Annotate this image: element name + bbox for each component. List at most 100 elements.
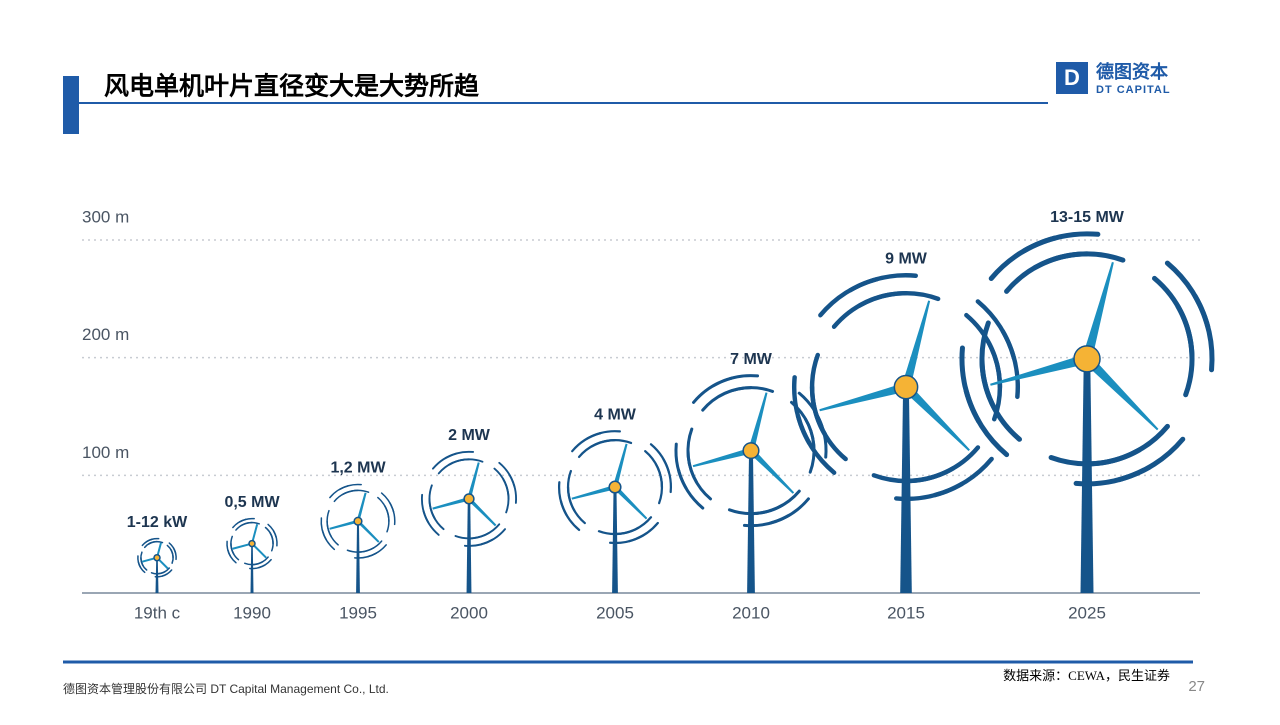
rotor-arc (979, 320, 999, 414)
rotor-arc (341, 489, 370, 496)
rotor-arc (818, 276, 880, 318)
power-label: 2 MW (448, 427, 491, 444)
rotor-arc (448, 458, 484, 466)
rotor-arc (338, 483, 362, 491)
rotor-arc (727, 503, 785, 516)
rotor-arc (932, 456, 994, 498)
rotor-arc (502, 478, 510, 514)
blade (748, 392, 768, 452)
rotor-arc (238, 517, 255, 523)
blade (251, 542, 267, 559)
rotor-arc (1000, 328, 1021, 400)
tower (155, 557, 159, 593)
blade (1083, 355, 1159, 431)
rotor-arc (1192, 293, 1215, 373)
rotor-arc (244, 561, 264, 566)
blade (901, 300, 931, 389)
tower (900, 387, 912, 593)
logo-letter: D (1064, 65, 1080, 90)
rotor-arc (1164, 260, 1211, 329)
rotor-arc (428, 484, 436, 520)
rotor-arc (1048, 447, 1143, 467)
rotor-arc (444, 450, 475, 460)
tower (747, 450, 755, 593)
rotor-arc (146, 537, 160, 542)
hub (463, 493, 475, 505)
rotor (320, 483, 396, 559)
rotor-arc (137, 555, 142, 569)
blade (467, 462, 480, 500)
rotor-arc (346, 547, 375, 553)
rotor-arc (674, 442, 688, 490)
logo-cn: 德图资本 (1096, 61, 1168, 82)
rotor-arc (791, 375, 812, 446)
rotor-arc (959, 345, 982, 424)
rotor-arc (717, 386, 775, 398)
blade (467, 497, 497, 527)
tower (1080, 358, 1094, 593)
logo-mark (1056, 62, 1088, 94)
rotor (557, 430, 673, 545)
hub (742, 442, 760, 460)
rotor-arc (609, 534, 645, 545)
rotor-arc (272, 530, 278, 547)
rotor-arc (988, 235, 1058, 281)
rotor-arc (170, 548, 174, 564)
rotor-arc (1116, 436, 1186, 483)
rotor (137, 537, 177, 578)
rotor-arc (597, 526, 640, 536)
hub (153, 553, 161, 562)
hub (248, 539, 256, 548)
x-tick-label: 2010 (732, 603, 770, 622)
rotor-arc (230, 535, 235, 555)
rotor-arc (856, 290, 941, 309)
hub (893, 374, 919, 400)
rotor-arc (454, 532, 490, 540)
rotor-arc (590, 439, 633, 448)
blade (329, 519, 359, 530)
rotor-arc (148, 540, 164, 545)
blade (432, 497, 470, 510)
power-label: 4 MW (594, 406, 637, 423)
rotor-arc (389, 502, 396, 526)
rotor-arc (1073, 464, 1153, 487)
rotor-arc (269, 532, 274, 552)
rotor-arc (662, 458, 673, 494)
tower (356, 521, 360, 593)
blade (1082, 261, 1114, 361)
rotor-arc (686, 427, 698, 484)
rotor-arc (508, 474, 518, 504)
rotor-arc (742, 514, 791, 528)
x-tick-label: 2000 (450, 603, 488, 622)
rotor-arc (804, 417, 816, 474)
rotor-arc (240, 521, 260, 527)
x-tick-label: 19th c (134, 603, 181, 622)
rotor-arc (463, 538, 494, 547)
power-label: 0,5 MW (224, 494, 280, 511)
x-tick-label: 2005 (596, 603, 634, 622)
power-label: 1,2 MW (330, 460, 386, 477)
rotor (226, 517, 278, 570)
rotor (420, 450, 518, 547)
x-tick-label: 1990 (233, 603, 271, 622)
blade (748, 448, 795, 494)
rotor-arc (320, 517, 327, 541)
rotor-arc (140, 551, 144, 567)
blade (692, 447, 752, 468)
y-tick-label: 200 m (82, 325, 129, 344)
rotor-arc (847, 273, 918, 293)
chart: 100 m 200 m 300 m 1-12 kW 19th c 0,5 MW 1990 1,… (82, 207, 1215, 622)
footer-company: 德图资本管理股份有限公司 DT Capital Management Co., … (63, 681, 389, 696)
hub (608, 480, 622, 494)
rotor-arc (383, 505, 390, 533)
x-tick-label: 1995 (339, 603, 377, 622)
blade (251, 523, 259, 544)
hub (1073, 345, 1101, 373)
rotor (959, 231, 1215, 487)
power-label: 1-12 kW (127, 514, 188, 531)
rotor-arc (585, 430, 621, 440)
rotor-arc (894, 481, 965, 502)
title-accent (63, 76, 79, 134)
logo-en: DT CAPITAL (1096, 84, 1171, 96)
